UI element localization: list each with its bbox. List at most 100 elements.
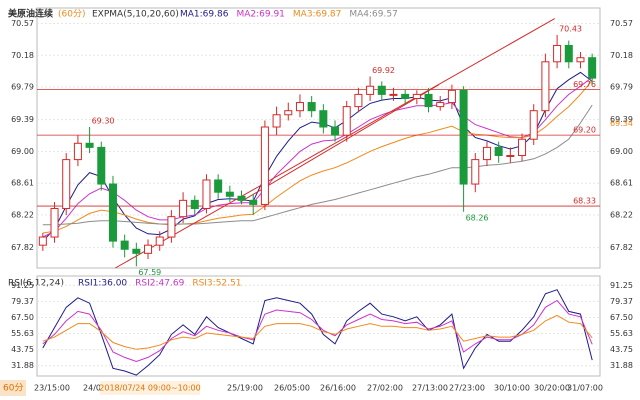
x-tick-label: 26/05:00 [274,384,310,393]
candle-body [447,89,456,104]
candle-body [62,159,71,210]
indicator-line [42,80,593,234]
x-tick-label: 23/15:00 [34,384,70,393]
candle-body [459,89,468,185]
candle-body [120,240,129,250]
period-box [0,380,26,396]
candle-body [564,44,573,63]
candle-body [588,57,597,79]
period: 60分 [3,383,23,394]
legend-entry: RSI3:52.51 [192,279,241,289]
candle-body [85,142,94,148]
indicator-line [42,314,593,350]
trendline [115,18,556,269]
y-tick-label: 67.82 [11,243,34,252]
candle-body [529,110,538,140]
candle-body [307,102,316,112]
candle-body [518,138,527,157]
candle-body [541,61,550,112]
y-tick-label: 70.18 [610,51,633,60]
candle-body [284,110,293,116]
y-tick-label: 91.25 [610,281,633,290]
legend-entry: MA2:69.91 [236,10,284,20]
legend-entry: MA4:69.57 [349,10,397,20]
y-tick-label: 70.57 [11,19,34,28]
candle-body [237,195,246,201]
y-tick-label: 69.79 [11,83,34,92]
y-tick-label: 69.00 [11,147,34,156]
y-tick-label: 79.37 [11,297,34,306]
indicator: EXPMA(5,10,20,60) [92,10,179,20]
candle-body [50,208,59,238]
x-tick-label: 27/13:00 [412,384,448,393]
candle-body [144,244,153,254]
y-tick-label: 55.63 [11,329,34,338]
rsi-frame [36,275,601,377]
y-tick-label: 68.22 [11,211,34,220]
candle-body [389,93,398,96]
candle-body [225,191,234,197]
x-tick-label: 26/16:00 [320,384,356,393]
candle-body [576,57,585,63]
candle-body [38,236,47,246]
candle-body [202,179,211,210]
h-line-label: 69.76 [573,80,596,89]
y-tick-label: 43.75 [610,345,633,354]
y-tick-label: 68.61 [11,179,34,188]
y-tick-label: 69.39 [610,115,633,124]
chart-subtitle: (60分) [58,9,85,20]
indicator-line [42,104,593,226]
x-label-highlight [100,381,200,395]
y-tick-label: 69.79 [610,83,633,92]
annotation: 69.92 [372,66,395,75]
candle-body [424,93,433,108]
candle-body [412,93,421,99]
legend-entry: MA3:69.87 [293,10,341,20]
candle-body [97,146,106,185]
y-tick-label: 31.88 [610,361,633,370]
y-tick-label: 79.37 [610,297,633,306]
indicator-line [42,76,593,238]
annotation: 69.30 [92,116,115,125]
candle-body [167,216,176,238]
candle-body [179,199,188,218]
annotation: 68.26 [466,213,489,222]
candle-body [342,106,351,136]
candle-body [295,102,304,112]
legend-entry: RSI1:36.00 [78,279,127,289]
y-tick-label: 69.39 [11,115,34,124]
annotation: 67.59 [138,268,161,277]
rsi-title: RSI(6,12,24) [8,279,64,289]
candle-body [132,248,141,254]
y-tick-label: 70.57 [610,19,633,28]
x-tick-label: 25/19:00 [227,384,263,393]
x-tick-label: 30/20:00 [534,384,570,393]
y-tick-label: 69.00 [610,147,633,156]
y-tick-label: 67.82 [610,243,633,252]
candle-body [272,114,281,128]
y-tick-label: 31.88 [11,361,34,370]
y-tick-label: 67.50 [11,313,34,322]
x-tick-label: 2018/07/24 09:00~10:00 [99,384,200,393]
y-tick-label: 70.18 [11,51,34,60]
y-tick-label: 68.22 [610,211,633,220]
candle-body [506,155,515,158]
x-tick-label: 31/07:00 [567,384,603,393]
price-tag: 69.34 [610,119,633,128]
candle-body [553,44,562,63]
candle-body [401,93,410,99]
candle-body [366,85,375,95]
candle-body [108,183,117,242]
candle-body [377,85,386,95]
candle-body [260,126,269,205]
candle-body [331,126,340,136]
legend-entry: RSI2:47.69 [135,279,184,289]
candle-body [471,159,480,185]
candle-body [214,179,223,193]
y-tick-label: 67.50 [610,313,633,322]
x-tick-label: 27/02:00 [367,384,403,393]
main-frame [36,7,601,269]
y-tick-label: 91.25 [11,281,34,290]
